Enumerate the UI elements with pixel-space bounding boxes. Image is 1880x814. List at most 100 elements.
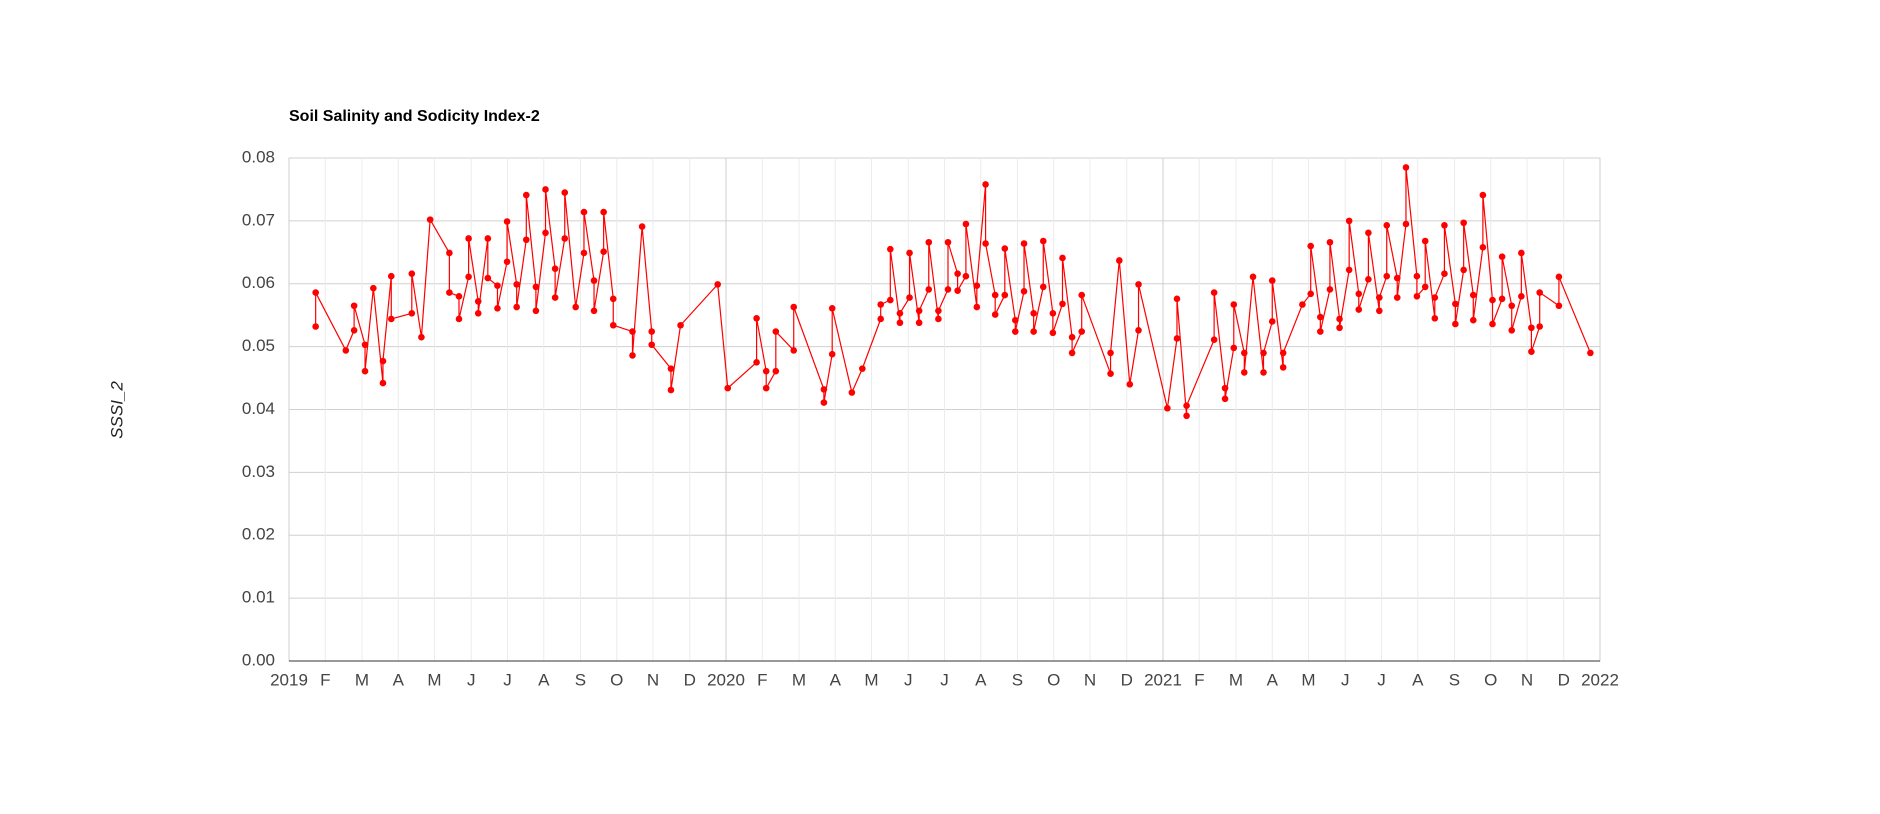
data-point: [724, 384, 732, 392]
x-tick-label: M: [427, 670, 441, 689]
x-tick-label: A: [1412, 670, 1424, 689]
data-point: [944, 286, 952, 293]
x-tick-label: 2022: [1581, 670, 1619, 689]
x-tick-label: N: [647, 670, 659, 689]
data-point: [1402, 164, 1410, 171]
y-tick-label: 0.07: [242, 210, 275, 229]
data-point: [1183, 402, 1190, 410]
x-tick-label: M: [864, 670, 878, 689]
data-point: [896, 310, 904, 317]
data-point: [379, 357, 387, 365]
data-point: [1059, 300, 1066, 308]
x-tick-label: O: [1484, 670, 1497, 689]
data-point: [1078, 291, 1086, 299]
data-point: [667, 365, 675, 372]
data-point: [1402, 220, 1410, 228]
data-point: [532, 307, 540, 315]
data-point: [1230, 301, 1238, 308]
data-point: [790, 303, 798, 311]
data-point: [1326, 238, 1334, 246]
data-point: [1431, 315, 1439, 322]
data-point: [1173, 295, 1181, 303]
data-point: [714, 281, 721, 288]
y-tick-label: 0.04: [242, 399, 275, 418]
x-tick-label: J: [904, 670, 913, 689]
data-point: [1421, 237, 1429, 245]
data-point: [1126, 381, 1134, 388]
data-point: [820, 386, 828, 393]
data-point: [648, 328, 656, 335]
data-point: [1345, 266, 1353, 274]
data-point: [561, 235, 569, 242]
data-point: [753, 315, 760, 322]
x-tick-label: J: [1341, 670, 1350, 689]
data-point: [915, 307, 923, 315]
data-point: [1336, 315, 1343, 323]
x-tick-label: A: [393, 670, 405, 689]
data-point: [1164, 404, 1171, 412]
data-point: [1413, 293, 1421, 300]
data-point: [1299, 301, 1306, 308]
data-point: [1068, 333, 1076, 341]
data-point: [1279, 349, 1287, 357]
x-tick-label: 2021: [1144, 670, 1182, 689]
data-point: [503, 218, 511, 225]
data-point: [609, 321, 617, 329]
data-point: [887, 245, 894, 253]
data-point: [1555, 273, 1563, 281]
data-point: [962, 220, 970, 228]
data-point: [1587, 349, 1594, 357]
y-tick-label: 0.03: [242, 462, 275, 481]
data-point: [1068, 349, 1076, 357]
data-point: [982, 181, 989, 188]
data-point: [1011, 328, 1019, 335]
data-point: [828, 304, 836, 312]
data-point: [1326, 286, 1334, 293]
data-point: [1508, 326, 1516, 334]
data-point: [542, 186, 549, 193]
x-tick-label: A: [975, 670, 987, 689]
data-point: [1441, 221, 1448, 229]
data-point: [494, 282, 501, 289]
data-point: [629, 352, 636, 359]
data-point: [418, 333, 425, 341]
data-point: [1528, 348, 1535, 355]
data-point: [1221, 395, 1229, 403]
x-tick-label: A: [1267, 670, 1279, 689]
data-point: [1260, 349, 1267, 357]
x-tick-label: N: [1084, 670, 1096, 689]
data-point: [494, 304, 501, 312]
data-point: [1393, 294, 1401, 301]
data-point: [446, 249, 453, 257]
data-point: [1555, 302, 1563, 310]
data-point: [551, 294, 559, 301]
data-point: [638, 223, 646, 230]
x-tick-label: O: [610, 670, 623, 689]
data-point: [1135, 326, 1142, 334]
data-point: [1107, 349, 1114, 357]
data-point: [503, 258, 511, 266]
x-tick-label: A: [830, 670, 842, 689]
data-point: [848, 389, 856, 396]
data-point: [1413, 272, 1421, 280]
data-point: [1221, 384, 1229, 392]
data-point: [350, 302, 358, 310]
data-point: [1059, 254, 1066, 262]
data-point: [580, 208, 588, 216]
data-point: [677, 321, 684, 329]
data-point: [408, 310, 416, 317]
data-point: [973, 303, 981, 311]
x-tick-label: 2019: [270, 670, 308, 689]
data-point: [1528, 324, 1535, 332]
data-point: [522, 191, 530, 199]
data-point: [982, 240, 989, 247]
data-point: [962, 272, 970, 280]
x-tick-label: M: [1301, 670, 1315, 689]
data-point: [1001, 245, 1009, 252]
data-point: [379, 379, 387, 387]
data-point: [877, 301, 884, 308]
data-point: [513, 281, 520, 288]
data-point: [600, 248, 607, 255]
chart-title: Soil Salinity and Sodicity Index-2: [289, 108, 540, 125]
data-point: [1431, 294, 1439, 301]
